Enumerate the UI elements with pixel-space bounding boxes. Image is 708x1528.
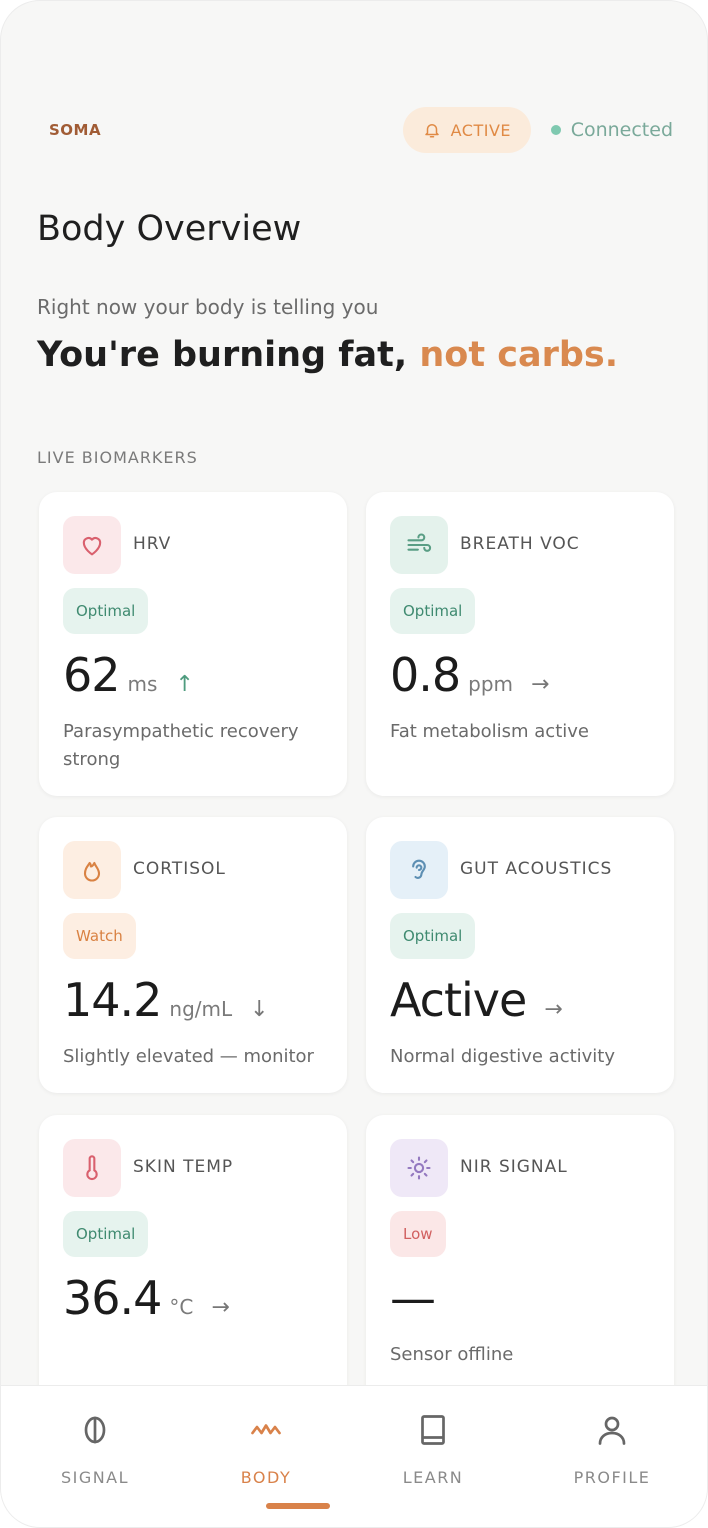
- biomarker-value: Active: [390, 973, 527, 1027]
- biomarker-label: CORTISOL: [133, 859, 226, 879]
- biomarker-value: —: [390, 1271, 436, 1325]
- active-status-label: ACTIVE: [450, 120, 511, 140]
- connection-status: Connected: [550, 107, 673, 153]
- biomarker-value-row: —: [390, 1271, 436, 1325]
- biomarker-card-skin-temp[interactable]: SKIN TEMP Optimal 36.4 °C →: [39, 1115, 347, 1405]
- biomarker-card-breath-voc[interactable]: BREATH VOC Optimal 0.8 ppm → Fat metabol…: [366, 492, 674, 796]
- trend-right-icon: →: [544, 997, 563, 1022]
- headline-accent: not carbs.: [419, 335, 619, 375]
- heart-icon: [63, 516, 121, 574]
- intro-text: Right now your body is telling you: [37, 295, 379, 319]
- ear-icon: [390, 841, 448, 899]
- bottom-nav: SIGNAL BODY LEARN PROFILE: [1, 1385, 707, 1527]
- trend-down-icon: ↓: [250, 997, 269, 1022]
- nav-label: LEARN: [402, 1468, 464, 1487]
- biomarker-value-row: 14.2 ng/mL ↓: [63, 973, 269, 1027]
- biomarker-description: Normal digestive activity: [390, 1046, 616, 1067]
- biomarker-value-row: 62 ms ↑: [63, 648, 194, 702]
- biomarker-unit: ppm: [468, 672, 514, 696]
- biomarker-label: GUT ACOUSTICS: [460, 859, 613, 879]
- biomarker-card-cortisol[interactable]: CORTISOL Watch 14.2 ng/mL ↓ Slightly ele…: [39, 817, 347, 1093]
- sun-icon: [390, 1139, 448, 1197]
- nav-label: PROFILE: [573, 1468, 651, 1487]
- biomarker-card-nir-signal[interactable]: NIR SIGNAL Low — Sensor offline: [366, 1115, 674, 1405]
- biomarker-value: 0.8: [390, 648, 461, 702]
- connection-label: Connected: [570, 119, 673, 141]
- trend-right-icon: →: [211, 1295, 230, 1320]
- flame-icon: [63, 841, 121, 899]
- nav-label: SIGNAL: [60, 1468, 130, 1487]
- biomarker-value: 14.2: [63, 973, 162, 1027]
- page-title: Body Overview: [37, 209, 302, 249]
- status-badge: Low: [390, 1211, 446, 1257]
- status-badge: Optimal: [390, 913, 476, 959]
- biomarker-description: Parasympathetic recovery strong: [63, 721, 299, 770]
- trend-right-icon: →: [531, 672, 550, 697]
- biomarker-label: NIR SIGNAL: [460, 1157, 568, 1177]
- brand-logo: SOMA: [49, 121, 102, 139]
- biomarker-value: 36.4: [63, 1271, 162, 1325]
- biomarker-card-hrv[interactable]: HRV Optimal 62 ms ↑ Parasympathetic reco…: [39, 492, 347, 796]
- status-badge: Optimal: [63, 588, 149, 634]
- thermometer-icon: [63, 1139, 121, 1197]
- biomarker-value-row: 36.4 °C →: [63, 1271, 230, 1325]
- user-icon: [598, 1416, 626, 1445]
- status-badge: Watch: [63, 913, 136, 959]
- section-label-biomarkers: LIVE BIOMARKERS: [37, 448, 198, 467]
- biomarker-unit: ms: [127, 672, 158, 696]
- biomarker-value: 62: [63, 648, 121, 702]
- biomarker-label: SKIN TEMP: [133, 1157, 234, 1177]
- status-badge: Optimal: [63, 1211, 149, 1257]
- headline-main: You're burning fat,: [37, 335, 420, 375]
- biomarker-description: Slightly elevated — monitor: [63, 1046, 314, 1067]
- biomarker-label: BREATH VOC: [460, 534, 580, 554]
- bell-icon: [424, 124, 439, 138]
- active-status-pill[interactable]: ACTIVE: [402, 107, 531, 153]
- biomarker-description: Sensor offline: [390, 1344, 514, 1365]
- biomarker-unit: °C: [169, 1295, 194, 1319]
- nav-tab-learn[interactable]: LEARN: [363, 1412, 503, 1487]
- book-icon: [421, 1415, 445, 1445]
- biomarker-label: HRV: [133, 534, 172, 554]
- nav-tab-body[interactable]: BODY: [196, 1412, 336, 1487]
- top-bar: SOMA ACTIVE Connected: [49, 107, 673, 153]
- biomarker-value-row: 0.8 ppm →: [390, 648, 549, 702]
- pulse-icon: [251, 1424, 281, 1435]
- nav-tab-signal[interactable]: SIGNAL: [25, 1412, 165, 1487]
- nav-label: BODY: [240, 1468, 292, 1487]
- biomarker-description: Fat metabolism active: [390, 721, 589, 742]
- trend-up-icon: ↑: [175, 672, 194, 697]
- wind-icon: [390, 516, 448, 574]
- biomarker-unit: ng/mL: [169, 997, 233, 1021]
- active-tab-indicator: [266, 1503, 330, 1509]
- status-badge: Optimal: [390, 588, 476, 634]
- biomarker-card-gut-acoustics[interactable]: GUT ACOUSTICS Optimal Active → Normal di…: [366, 817, 674, 1093]
- connected-dot-icon: [550, 125, 561, 135]
- biomarker-value-row: Active →: [390, 973, 563, 1027]
- nav-tab-profile[interactable]: PROFILE: [542, 1412, 682, 1487]
- signal-icon: [84, 1416, 106, 1444]
- headline: You're burning fat, not carbs.: [37, 335, 618, 375]
